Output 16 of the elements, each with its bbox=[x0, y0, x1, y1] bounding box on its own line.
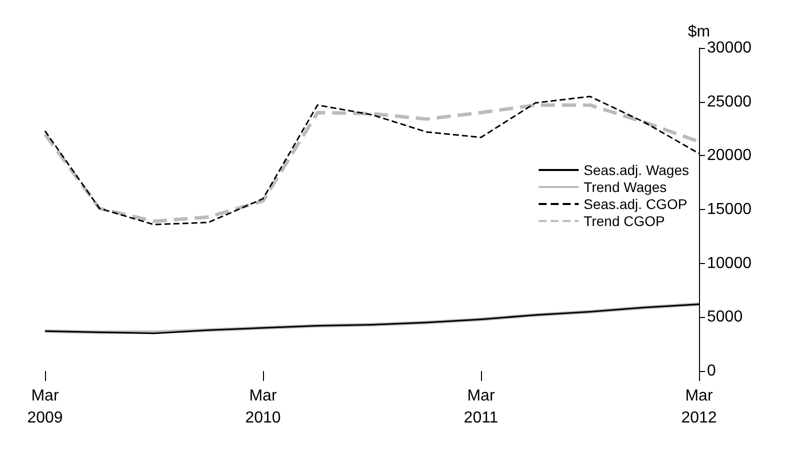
x-tick-label: Mar 2010 bbox=[245, 388, 281, 426]
x-tick-label: Mar 2009 bbox=[27, 388, 63, 426]
y-tick-label: 10000 bbox=[707, 254, 752, 272]
y-tick-label: 25000 bbox=[707, 93, 752, 110]
legend-label: Seas.adj. CGOP bbox=[584, 196, 688, 212]
y-tick-label: 20000 bbox=[707, 147, 752, 164]
x-tick-label: Mar 2012 bbox=[681, 388, 717, 426]
y-tick-label: 15000 bbox=[707, 201, 752, 218]
y-tick-label: 30000 bbox=[707, 40, 752, 56]
legend-label: Seas.adj. Wages bbox=[584, 162, 690, 178]
x-tick-label: Mar 2011 bbox=[464, 388, 498, 426]
y-tick-label: 0 bbox=[707, 362, 716, 380]
y-axis-title: $m bbox=[688, 24, 710, 40]
legend-label: Trend CGOP bbox=[584, 213, 665, 229]
legend-label: Trend Wages bbox=[584, 179, 667, 195]
y-tick-label: 5000 bbox=[707, 308, 743, 326]
